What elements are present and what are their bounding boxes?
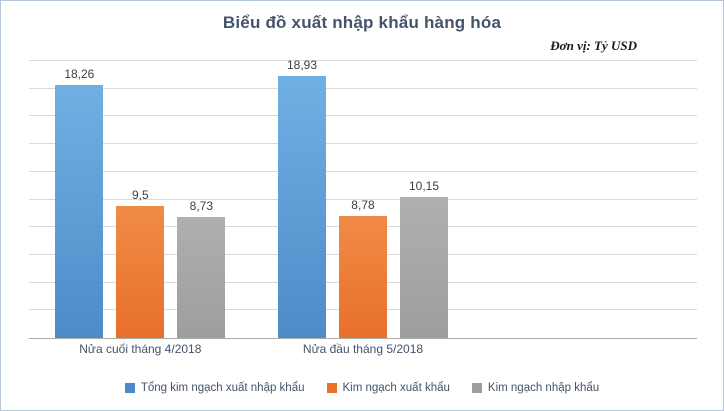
legend-swatch-icon [124,383,135,393]
bar-wrap: 8,73 [177,61,226,338]
gridline [29,87,697,89]
plot-area: 18,26 9,5 8,73 18,93 8,78 10,15 [29,58,697,339]
category-label: Nửa đầu tháng 5/2018 [302,342,424,356]
legend-item-1: Tổng kim ngạch xuất nhập khẩu [124,382,305,394]
bar-value-label: 8,73 [189,199,214,214]
unit-label: Đơn vị: Tỷ USD [550,38,637,53]
bar-series1-cat2: 18,93 [277,58,326,338]
bar-wrap: 8,78 [338,61,387,338]
bar-value-label: 9,5 [131,188,149,203]
bar-series2-cat2: 8,78 [338,198,387,338]
chart-title: Biểu đồ xuất nhập khẩu hàng hóa [222,13,502,32]
bar-series1-cat1: 18,26 [55,67,104,338]
bar-series2-cat1: 9,5 [116,188,165,338]
legend-label: Kim ngạch xuất khẩu [342,382,450,394]
legend: Tổng kim ngạch xuất nhập khẩu Kim ngạch x… [1,382,723,394]
bar-value-label: 18,26 [64,67,95,82]
bar-value-label: 18,93 [286,57,317,72]
bar-group-2: 18,93 8,78 10,15 [252,58,475,338]
bar-wrap: 18,93 [277,58,326,338]
gridline [29,115,697,117]
legend-item-2: Kim ngạch xuất khẩu [326,382,450,394]
bar-series3-cat2: 10,15 [399,179,448,338]
bar-series3-cat1: 8,73 [177,199,226,338]
gridline [29,60,697,61]
bar-wrap: 10,15 [399,61,448,338]
gridline [29,143,697,145]
bar-value-label: 10,15 [408,179,439,194]
gridline [29,198,697,200]
bar-group-1: 18,26 9,5 8,73 [29,61,252,338]
category-axis: Nửa cuối tháng 4/2018 Nửa đầu tháng 5/201… [29,342,697,360]
legend-swatch-icon [326,383,337,393]
legend-swatch-icon [471,383,482,393]
legend-label: Tổng kim ngạch xuất nhập khẩu [140,382,305,394]
category-label: Nửa cuối tháng 4/2018 [79,342,202,356]
bar-value-label: 8,78 [351,198,375,213]
gridline [29,170,697,172]
legend-label: Kim ngạch nhập khẩu [487,382,600,394]
bar-wrap: 9,5 [116,61,165,338]
legend-item-3: Kim ngạch nhập khẩu [471,382,600,394]
bar-wrap: 18,26 [55,61,104,338]
